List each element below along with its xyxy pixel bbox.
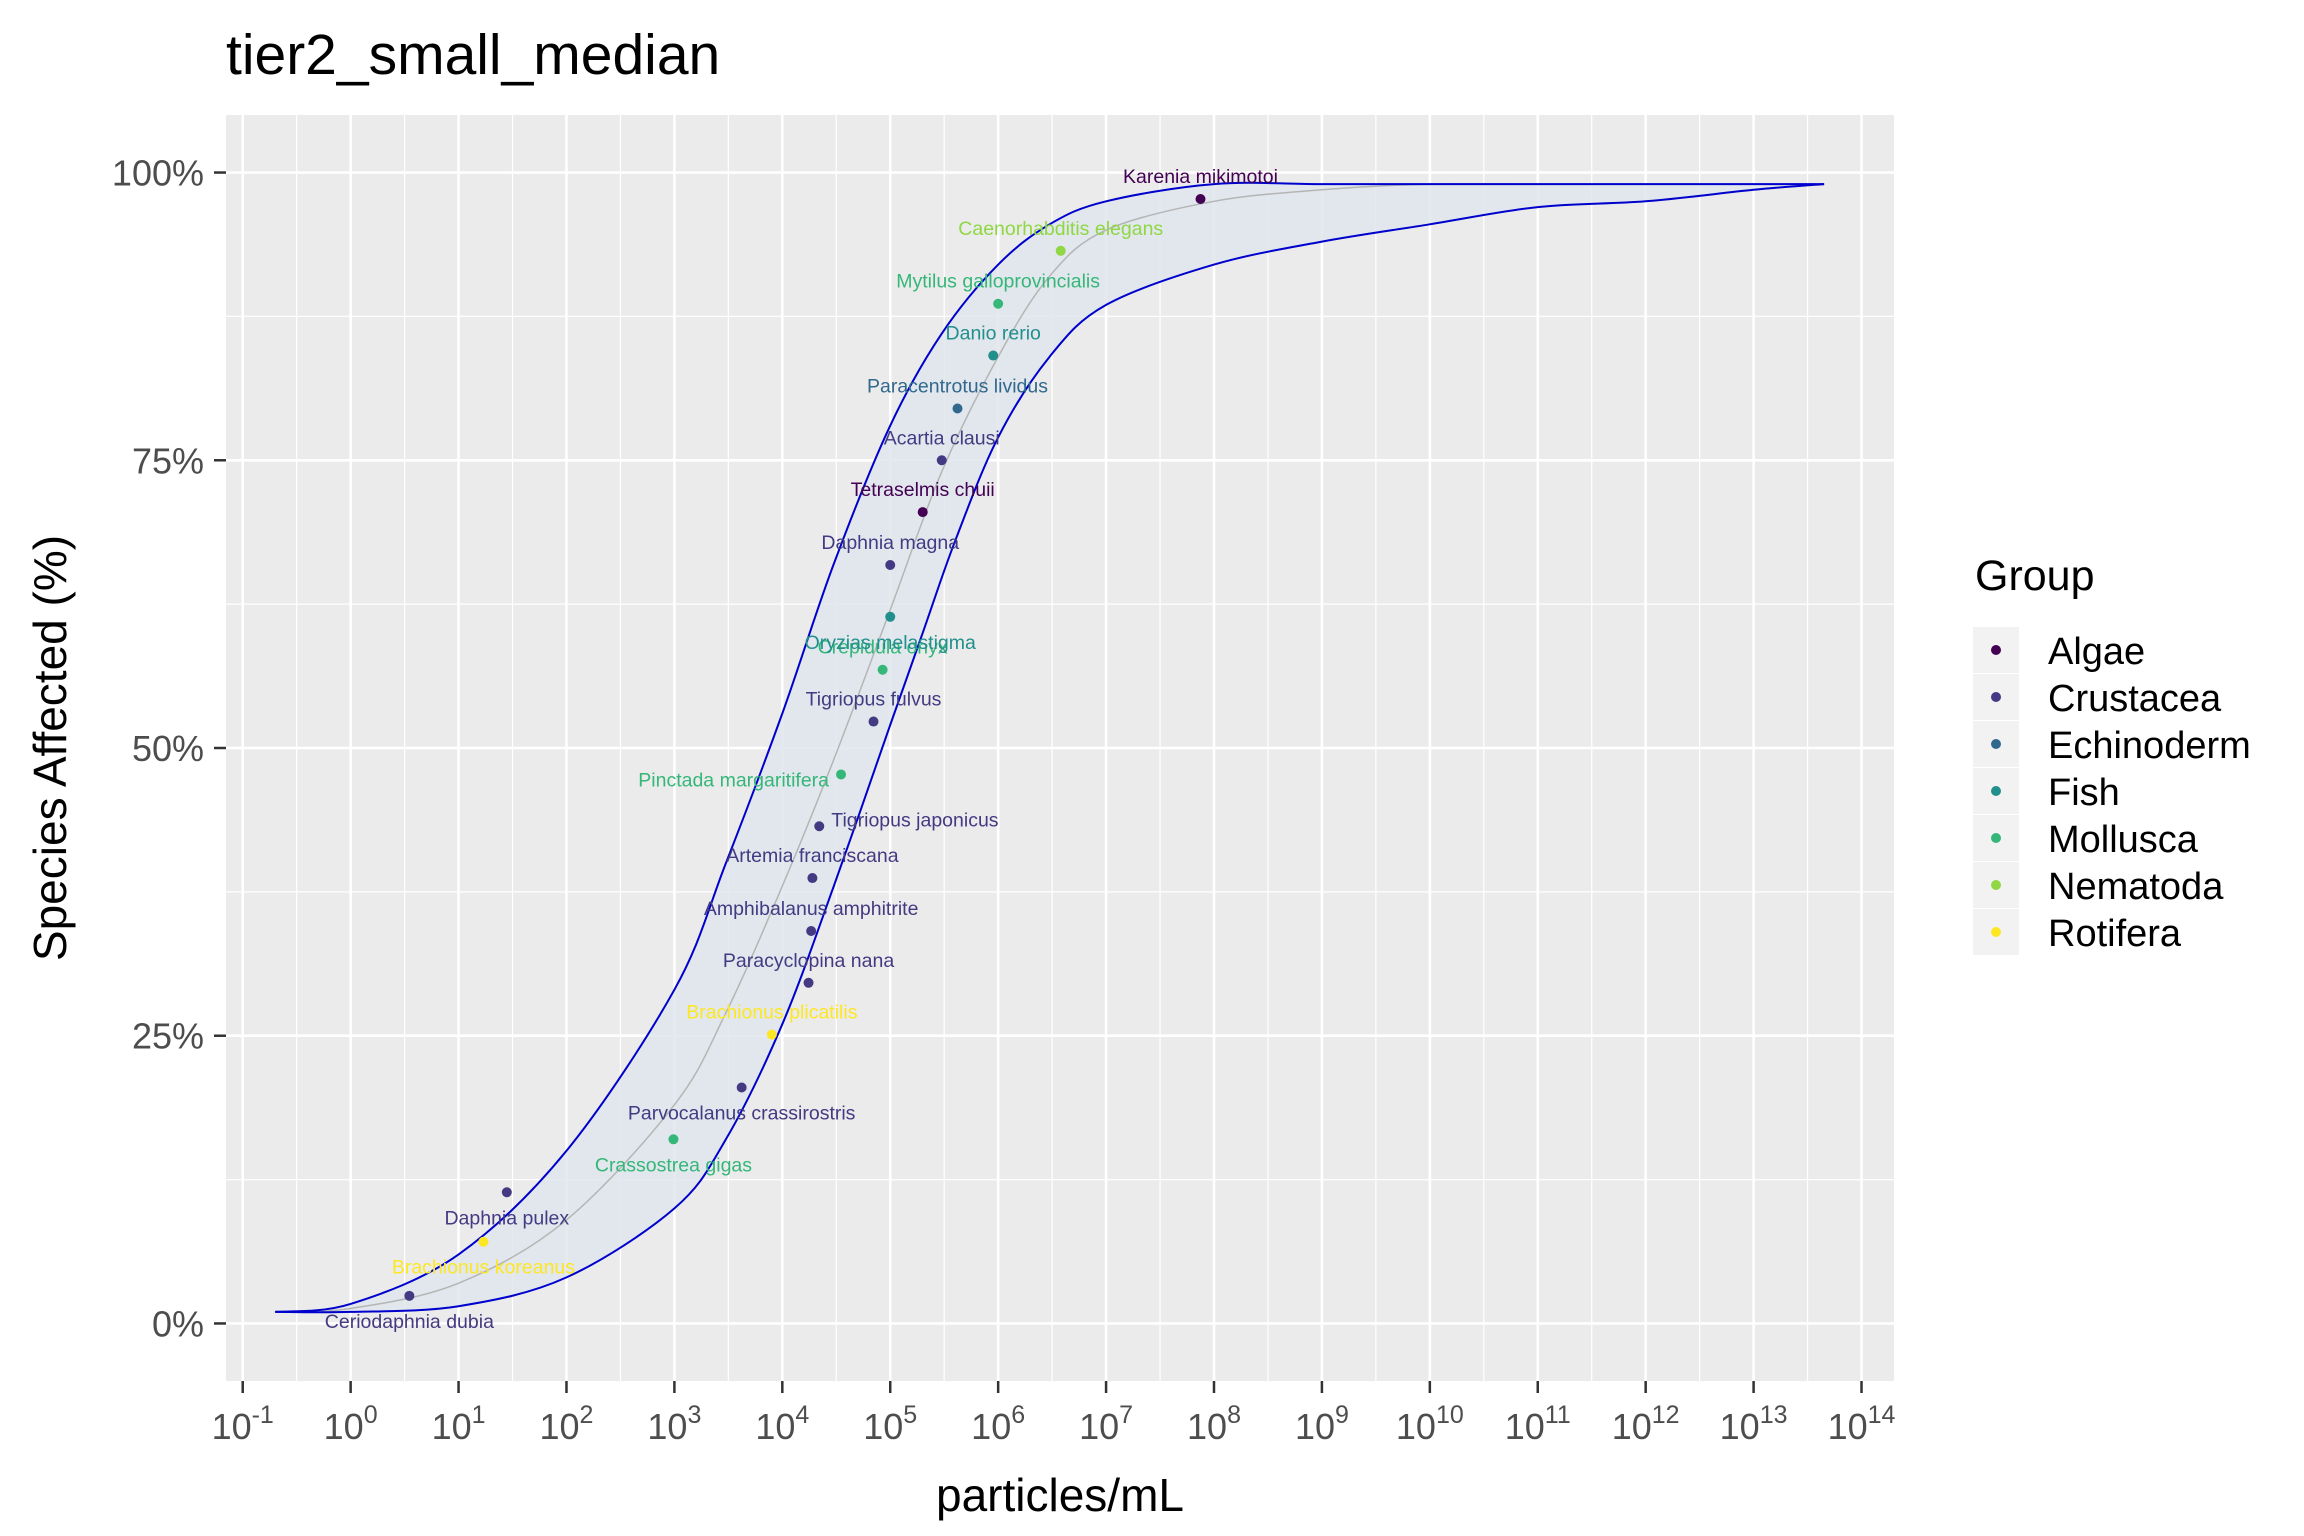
x-tick-label: 100 — [324, 1401, 378, 1447]
point-label: Acartia clausi — [884, 427, 1000, 449]
point-label: Caenorhabditis elegans — [958, 218, 1163, 240]
point-label: Karenia mikimotoi — [1123, 166, 1278, 188]
point-labels: Ceriodaphnia dubia Brachionus koreanus Dap… — [325, 166, 1278, 1333]
legend-swatch — [1991, 880, 2001, 890]
point-label: Tetraselmis chuii — [851, 479, 995, 501]
x-tick-label: 105 — [863, 1401, 917, 1447]
legend-label: Mollusca — [2048, 819, 2199, 861]
data-point — [988, 350, 999, 361]
data-point — [885, 560, 896, 571]
legend-swatch — [1991, 833, 2001, 843]
x-axis-title: particles/mL — [936, 1469, 1184, 1521]
point-label: Ceriodaphnia dubia — [325, 1311, 494, 1333]
y-tick-label: 100% — [112, 153, 204, 194]
data-points — [404, 194, 1206, 1301]
x-tick-label: 1014 — [1828, 1401, 1896, 1447]
x-tick-label: 108 — [1187, 1401, 1241, 1447]
legend-label: Rotifera — [2048, 913, 2182, 955]
point-label: Tigriopus japonicus — [831, 809, 999, 831]
data-point — [868, 716, 879, 727]
data-point — [766, 1029, 777, 1040]
data-point — [803, 977, 814, 988]
data-point — [1055, 245, 1066, 256]
y-tick-label: 75% — [132, 440, 204, 481]
y-tick-label: 25% — [132, 1016, 204, 1057]
point-label: Oryzias melastigma — [805, 632, 976, 654]
data-point — [936, 455, 947, 466]
data-point — [993, 298, 1004, 309]
point-label: Brachionus koreanus — [392, 1257, 575, 1279]
x-tick-label: 106 — [971, 1401, 1025, 1447]
legend-swatch — [1991, 645, 2001, 655]
point-label: Pinctada margaritifera — [638, 769, 829, 791]
legend-label: Nematoda — [2048, 866, 2224, 908]
data-point — [877, 664, 888, 675]
x-tick-label: 10-1 — [212, 1401, 274, 1447]
data-point — [501, 1187, 512, 1198]
x-tick-label: 1012 — [1612, 1401, 1680, 1447]
ci-upper-line — [275, 181, 1825, 1313]
data-point — [668, 1134, 679, 1145]
legend-swatch — [1991, 786, 2001, 796]
data-point — [806, 925, 817, 936]
y-tick-label: 50% — [132, 728, 204, 769]
point-label: Danio rerio — [946, 323, 1042, 345]
x-tick-label: 104 — [755, 1401, 809, 1447]
legend-label: Fish — [2048, 772, 2120, 814]
chart-title: tier2_small_median — [226, 23, 720, 87]
x-tick-label: 101 — [432, 1401, 486, 1447]
legend-title: Group — [1975, 552, 2095, 600]
x-tick-label: 102 — [539, 1401, 593, 1447]
point-label: Daphnia pulex — [444, 1207, 569, 1229]
data-point — [478, 1236, 489, 1247]
legend-swatch — [1991, 927, 2001, 937]
data-point — [952, 403, 963, 414]
confidence-band — [275, 182, 1825, 1313]
legend: Group Algae Crustacea Echinoderm Fish Mollus… — [1973, 552, 2251, 955]
data-point — [404, 1290, 415, 1301]
x-axis: 10-1 100 101 102 103 104 105 106 107 108 109 1010 10… — [212, 1381, 1896, 1447]
x-tick-label: 107 — [1079, 1401, 1133, 1447]
data-point — [1195, 194, 1206, 205]
data-point — [807, 873, 818, 884]
data-point — [917, 507, 928, 518]
data-point — [814, 821, 825, 832]
legend-swatch — [1991, 692, 2001, 702]
point-label: Amphibalanus amphitrite — [704, 898, 919, 920]
point-label: Daphnia magna — [821, 532, 959, 554]
point-label: Mytilus galloprovincialis — [896, 271, 1100, 293]
data-point — [885, 611, 896, 622]
point-label: Artemia franciscana — [726, 845, 898, 867]
y-tick-label: 0% — [152, 1303, 204, 1344]
x-tick-label: 103 — [647, 1401, 701, 1447]
point-label: Brachionus plicatilis — [686, 1002, 857, 1024]
point-label: Paracyclopina nana — [723, 950, 894, 972]
grid-major — [226, 115, 1894, 1381]
point-label: Crassostrea gigas — [595, 1154, 752, 1176]
y-axis-title: Species Affected (%) — [24, 535, 76, 961]
point-label: Paracentrotus lividus — [867, 375, 1048, 397]
x-tick-label: 1013 — [1720, 1401, 1788, 1447]
data-point — [836, 769, 847, 780]
x-tick-label: 1011 — [1505, 1401, 1571, 1447]
legend-label: Crustacea — [2048, 678, 2222, 720]
ci-lower-line — [275, 183, 1825, 1314]
data-point — [736, 1082, 747, 1093]
point-label: Crepidula onyx — [818, 637, 948, 659]
x-tick-label: 1010 — [1396, 1401, 1464, 1447]
x-tick-label: 109 — [1295, 1401, 1349, 1447]
point-label: Tigriopus fulvus — [806, 689, 942, 711]
point-label: Parvocalanus crassirostris — [628, 1103, 856, 1125]
legend-label: Echinoderm — [2048, 725, 2251, 767]
legend-swatch — [1991, 739, 2001, 749]
y-axis: 0% 25% 50% 75% 100% — [112, 153, 226, 1344]
legend-label: Algae — [2048, 631, 2145, 673]
